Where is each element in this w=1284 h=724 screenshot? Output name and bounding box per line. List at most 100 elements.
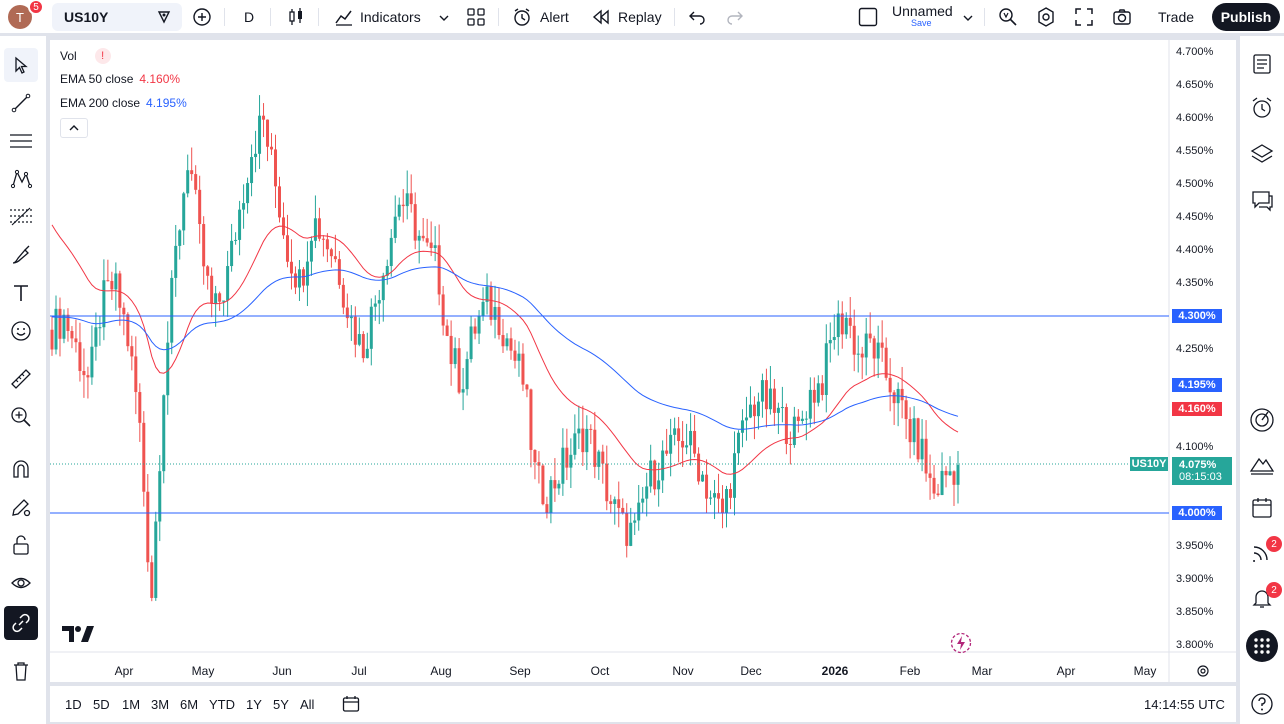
add-symbol-icon[interactable] [192, 7, 212, 32]
publish-button[interactable]: Publish [1212, 3, 1280, 31]
undo-icon[interactable] [688, 8, 706, 31]
replay-icon[interactable] [592, 9, 610, 30]
link-icon[interactable] [4, 606, 38, 640]
candle-body [437, 245, 441, 295]
vol-warning-icon[interactable]: ! [94, 48, 111, 64]
range-button[interactable]: YTD [209, 696, 235, 712]
collapse-legend-button[interactable] [60, 118, 88, 138]
time-tick: Apr [1056, 664, 1076, 678]
ideas-stream-icon[interactable] [1246, 536, 1278, 568]
camera-icon[interactable] [1112, 7, 1132, 32]
tradingview-logo-icon[interactable] [62, 626, 94, 647]
alert-button[interactable]: Alert [540, 9, 569, 25]
mountain-icon[interactable] [1246, 448, 1278, 480]
candle-body [697, 453, 701, 482]
alert-clock-icon[interactable] [512, 7, 532, 32]
interval-selector[interactable]: D [244, 9, 255, 25]
bell-icon[interactable] [1246, 582, 1278, 614]
candle-body [154, 521, 158, 598]
candle-body [625, 512, 629, 546]
lock-icon[interactable] [4, 528, 38, 562]
time-tick: May [1133, 664, 1157, 678]
fullscreen-icon[interactable] [1074, 7, 1094, 32]
chart-area[interactable]: Vol ! EMA 50 close 4.160% EMA 200 close … [50, 40, 1236, 682]
apps-grid-icon[interactable] [1246, 630, 1278, 662]
ema50-legend[interactable]: EMA 50 close 4.160% [60, 72, 180, 86]
quick-search-icon[interactable] [998, 7, 1018, 32]
zoom-in-icon[interactable] [4, 400, 38, 434]
layout-chevron-icon[interactable] [962, 11, 974, 29]
utc-clock[interactable]: 14:14:55 UTC [1144, 696, 1225, 712]
range-button[interactable]: All [300, 696, 315, 712]
alarm-clock-icon[interactable] [1246, 92, 1278, 124]
eye-icon[interactable] [4, 566, 38, 600]
price-tick: 3.800% [1176, 639, 1214, 651]
help-icon[interactable] [1246, 688, 1278, 720]
goto-date-icon[interactable] [342, 695, 360, 716]
chevron-down-icon[interactable] [438, 11, 450, 29]
calendar-icon[interactable] [1246, 492, 1278, 524]
text-tool-icon[interactable] [4, 276, 38, 310]
compare-symbol-icon[interactable] [156, 9, 172, 28]
ema50-value: 4.160% [139, 72, 181, 86]
range-button[interactable]: 5Y [273, 696, 289, 712]
layout-save-label[interactable]: Save [911, 18, 932, 28]
layers-icon[interactable] [1246, 138, 1278, 170]
candle-body [760, 380, 764, 402]
lightning-icon[interactable] [950, 632, 972, 659]
candle-body [772, 388, 776, 413]
candle-style-icon[interactable] [286, 7, 306, 32]
candle-body [541, 465, 545, 505]
candle-body [752, 404, 756, 417]
trend-line-icon[interactable] [4, 86, 38, 120]
candle-body [449, 335, 453, 365]
watchlist-icon[interactable] [1246, 48, 1278, 80]
indicators-icon[interactable] [334, 7, 354, 32]
brush-icon[interactable] [4, 238, 38, 272]
candle-body [98, 327, 102, 329]
chat-icon[interactable] [1246, 184, 1278, 216]
candle-body [146, 491, 150, 563]
candle-body [206, 266, 210, 276]
magnet-icon[interactable] [4, 452, 38, 486]
range-button[interactable]: 3M [151, 696, 170, 712]
indicators-button[interactable]: Indicators [360, 9, 421, 25]
candle-body [756, 401, 760, 417]
range-button[interactable]: 5D [93, 696, 110, 712]
layout-name[interactable]: Unnamed [892, 3, 953, 19]
horizontal-lines-icon[interactable] [4, 124, 38, 158]
settings-gear-icon[interactable] [1036, 7, 1056, 32]
stay-drawing-icon[interactable] [4, 490, 38, 524]
ema200-legend[interactable]: EMA 200 close 4.195% [60, 96, 187, 110]
emoji-icon[interactable] [4, 314, 38, 348]
candle-body [397, 204, 401, 217]
ruler-icon[interactable] [4, 362, 38, 396]
cursor-icon[interactable] [4, 48, 38, 82]
fib-retracement-icon[interactable] [4, 200, 38, 234]
trash-icon[interactable] [4, 654, 38, 688]
candle-body [122, 307, 126, 315]
redo-icon[interactable] [726, 8, 744, 31]
candle-body [681, 440, 685, 448]
candle-body [501, 335, 505, 347]
candle-body [50, 329, 54, 350]
layouts-grid-icon[interactable] [466, 7, 486, 32]
range-button[interactable]: 1M [122, 696, 141, 712]
candle-body [533, 449, 537, 463]
range-button[interactable]: 1Y [246, 696, 262, 712]
trade-button[interactable]: Trade [1157, 9, 1195, 25]
price-tick: 4.450% [1176, 210, 1214, 223]
pattern-tool-icon[interactable] [4, 162, 38, 196]
candle-body [170, 277, 174, 343]
layout-checkbox-icon[interactable] [858, 7, 878, 32]
symbol-search[interactable]: US10Y [52, 3, 182, 31]
axis-settings-icon[interactable] [1196, 664, 1210, 683]
range-button[interactable]: 6M [180, 696, 199, 712]
replay-button[interactable]: Replay [618, 9, 662, 25]
target-icon[interactable] [1246, 404, 1278, 436]
candle-body [641, 498, 645, 503]
candle-body [353, 316, 357, 345]
vol-legend[interactable]: Vol ! [60, 48, 111, 64]
price-chart[interactable] [50, 40, 1236, 682]
range-button[interactable]: 1D [65, 696, 82, 712]
